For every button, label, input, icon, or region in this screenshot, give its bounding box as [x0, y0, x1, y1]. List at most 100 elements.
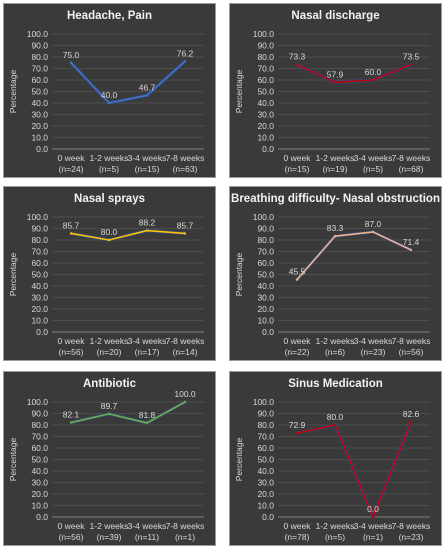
data-label: 72.9 — [289, 420, 306, 430]
data-label: 73.5 — [403, 51, 420, 61]
y-axis-label: Percentage — [234, 69, 244, 113]
data-label: 88.2 — [139, 218, 156, 228]
y-tick-label: 60.0 — [257, 443, 274, 453]
y-tick-label: 70.0 — [257, 247, 274, 257]
y-tick-label: 10.0 — [31, 133, 48, 143]
y-tick-label: 30.0 — [257, 478, 274, 488]
x-tick-label: 0 week — [58, 153, 86, 163]
y-tick-label: 0.0 — [36, 327, 48, 337]
data-point — [107, 412, 111, 416]
x-tick-label: 3-4 weeks — [354, 336, 393, 346]
x-tick-sublabel: (n=23) — [399, 532, 424, 542]
series-line — [296, 63, 412, 84]
data-point — [69, 61, 73, 64]
chart-panel-nasal-sprays: Nasal sprays 0.0 10.0 20.0 30.0 40.0 50.0 60.0… — [3, 186, 216, 361]
x-tick-label: 1-2 weeks — [316, 521, 355, 531]
x-tick-label: 0 week — [284, 153, 312, 163]
y-tick-label: 30.0 — [257, 110, 274, 120]
data-label: 45.5 — [289, 267, 306, 277]
y-tick-label: 40.0 — [257, 98, 274, 108]
chart-title: Antibiotic — [82, 378, 137, 390]
y-tick-label: 30.0 — [257, 293, 274, 303]
x-tick-sublabel: (n=24) — [59, 164, 84, 174]
y-tick-label: 30.0 — [31, 110, 48, 120]
data-label: 73.3 — [289, 52, 306, 62]
x-tick-label: 1-2 weeks — [90, 521, 129, 531]
series-line-outline — [69, 60, 187, 105]
y-tick-label: 80.0 — [31, 420, 48, 430]
data-label: 100.0 — [174, 389, 196, 399]
x-tick-sublabel: (n=68) — [399, 164, 424, 174]
y-tick-label: 50.0 — [31, 87, 48, 97]
y-tick-label: 100.0 — [253, 397, 275, 407]
x-tick-label: 1-2 weeks — [316, 336, 355, 346]
chart-panel-headache-pain: Headache, Pain 0.0 10.0 20.0 30.0 40.0 50.0 60… — [3, 3, 216, 178]
data-point — [333, 423, 337, 427]
y-tick-label: 100.0 — [27, 29, 49, 39]
x-tick-sublabel: (n=14) — [173, 347, 198, 357]
x-tick-label: 1-2 weeks — [90, 336, 129, 346]
series-line — [296, 421, 412, 518]
x-tick-label: 0 week — [58, 521, 86, 531]
data-point — [107, 238, 111, 242]
x-tick-sublabel: (n=78) — [285, 532, 310, 542]
chart-plot: 0.010.020.030.040.050.060.070.080.090.01… — [234, 397, 430, 542]
y-tick-label: 90.0 — [257, 41, 274, 51]
y-axis-label: Percentage — [8, 437, 18, 481]
data-point — [107, 101, 111, 105]
chart-plot: 0.010.020.030.040.050.060.070.080.090.01… — [8, 212, 204, 357]
y-tick-label: 70.0 — [31, 432, 48, 442]
data-point — [183, 60, 187, 63]
x-tick-label: 3-4 weeks — [128, 521, 167, 531]
y-tick-label: 100.0 — [253, 212, 275, 222]
data-label: 71.4 — [403, 237, 420, 247]
chart-panel-breathing-difficulty: Breathing difficulty- Nasal obstruction … — [229, 186, 442, 361]
y-tick-label: 0.0 — [36, 512, 48, 522]
y-axis-label: Percentage — [8, 252, 18, 296]
x-tick-label: 1-2 weeks — [316, 153, 355, 163]
y-tick-label: 0.0 — [262, 144, 274, 154]
chart-title: Sinus Medication — [288, 378, 383, 390]
y-tick-label: 90.0 — [31, 41, 48, 51]
y-tick-label: 20.0 — [257, 304, 274, 314]
data-label: 0.0 — [367, 504, 379, 514]
y-tick-label: 80.0 — [257, 52, 274, 62]
chart-title: Nasal sprays — [74, 193, 145, 205]
x-tick-label: 3-4 weeks — [128, 336, 167, 346]
y-tick-label: 20.0 — [31, 121, 48, 131]
x-tick-label: 7-8 weeks — [392, 336, 431, 346]
data-point — [371, 515, 375, 519]
data-label: 87.0 — [365, 219, 382, 229]
y-tick-label: 40.0 — [257, 466, 274, 476]
y-tick-label: 80.0 — [31, 235, 48, 245]
y-axis-label: Percentage — [234, 252, 244, 296]
y-tick-label: 60.0 — [31, 258, 48, 268]
data-label: 85.7 — [177, 220, 194, 230]
y-axis-label: Percentage — [8, 69, 18, 113]
x-tick-sublabel: (n=1) — [175, 532, 195, 542]
chart-plot: 0.010.020.030.040.050.060.070.080.090.01… — [234, 29, 430, 174]
y-tick-label: 40.0 — [31, 281, 48, 291]
x-tick-sublabel: (n=6) — [325, 347, 345, 357]
y-tick-label: 60.0 — [31, 443, 48, 453]
x-tick-sublabel: (n=23) — [361, 347, 386, 357]
x-tick-sublabel: (n=56) — [59, 532, 84, 542]
y-tick-label: 50.0 — [31, 455, 48, 465]
x-tick-label: 0 week — [284, 521, 312, 531]
series-line-outline — [70, 400, 186, 425]
series-line — [296, 231, 412, 281]
y-tick-label: 20.0 — [257, 489, 274, 499]
chart-plot: 0.010.020.030.040.050.060.070.080.090.01… — [8, 389, 204, 542]
data-point — [295, 63, 299, 66]
data-point — [145, 229, 149, 232]
y-tick-label: 0.0 — [262, 327, 274, 337]
y-axis-label: Percentage — [234, 437, 244, 481]
series-line — [70, 60, 186, 104]
y-tick-label: 20.0 — [31, 304, 48, 314]
x-tick-sublabel: (n=5) — [99, 164, 119, 174]
x-tick-sublabel: (n=15) — [135, 164, 160, 174]
y-tick-label: 80.0 — [257, 235, 274, 245]
x-tick-sublabel: (n=20) — [97, 347, 122, 357]
y-tick-label: 50.0 — [257, 87, 274, 97]
data-point — [371, 230, 375, 234]
